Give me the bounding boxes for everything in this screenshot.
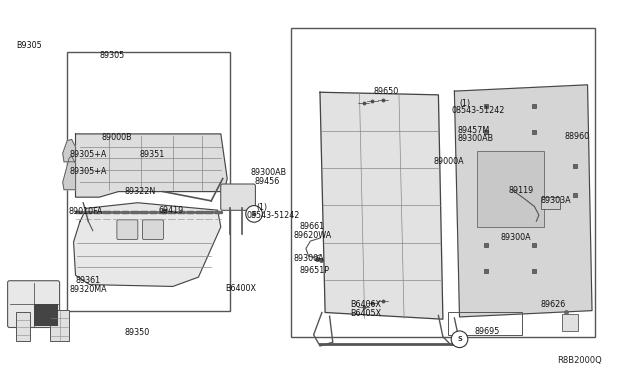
Bar: [541, 197, 560, 209]
FancyBboxPatch shape: [143, 220, 163, 240]
Text: 08543-51242: 08543-51242: [451, 106, 504, 115]
Text: 89305+A: 89305+A: [69, 150, 106, 159]
Bar: [50, 310, 69, 341]
Text: 89361: 89361: [76, 276, 100, 285]
Text: B6405X: B6405X: [350, 309, 381, 318]
Text: 89000B: 89000B: [101, 133, 132, 142]
Text: 08543-51242: 08543-51242: [246, 211, 300, 219]
Text: 89457M: 89457M: [458, 126, 490, 135]
Text: 89350: 89350: [125, 328, 150, 337]
Text: 89620WA: 89620WA: [293, 231, 332, 240]
Text: (1): (1): [256, 203, 267, 212]
Text: B6400X: B6400X: [225, 284, 256, 293]
Text: 89303A: 89303A: [541, 196, 572, 205]
Text: 89456: 89456: [255, 177, 280, 186]
FancyBboxPatch shape: [117, 220, 138, 240]
Text: 89661: 89661: [300, 222, 324, 231]
Polygon shape: [320, 92, 443, 319]
Polygon shape: [74, 203, 221, 286]
Text: B9305: B9305: [16, 41, 42, 50]
Polygon shape: [63, 140, 76, 162]
Text: 89626: 89626: [541, 300, 566, 309]
Text: 89320MA: 89320MA: [69, 285, 107, 294]
Text: 89300A: 89300A: [293, 254, 324, 263]
Text: S: S: [252, 211, 257, 217]
Text: 89651P: 89651P: [300, 266, 330, 275]
Bar: [562, 314, 578, 331]
Circle shape: [246, 206, 262, 222]
Text: (1): (1): [460, 99, 470, 108]
FancyBboxPatch shape: [8, 281, 60, 327]
Text: 89300AB: 89300AB: [251, 169, 287, 177]
Text: 89351: 89351: [140, 150, 164, 159]
Bar: [67, 52, 230, 311]
Text: 89322N: 89322N: [125, 187, 156, 196]
Text: 89300AB: 89300AB: [458, 134, 493, 143]
Text: 69419: 69419: [159, 206, 184, 215]
Text: 89010FA: 89010FA: [68, 207, 103, 216]
Polygon shape: [63, 156, 76, 190]
Text: 89119: 89119: [509, 186, 534, 195]
Text: 89305+A: 89305+A: [69, 167, 106, 176]
Text: R8B2000Q: R8B2000Q: [557, 356, 602, 365]
Text: 89695: 89695: [475, 327, 500, 336]
Text: 89305: 89305: [99, 51, 124, 60]
Text: 89650: 89650: [373, 87, 398, 96]
Text: 89000A: 89000A: [434, 157, 465, 166]
Bar: [448, 312, 522, 335]
Bar: [34, 304, 58, 326]
Text: 89300A: 89300A: [500, 233, 531, 242]
Text: 88960: 88960: [564, 132, 589, 141]
Text: B6406X: B6406X: [350, 300, 381, 309]
Polygon shape: [76, 134, 227, 197]
Bar: [16, 312, 30, 341]
Text: S: S: [457, 336, 462, 342]
Bar: [291, 28, 595, 337]
Polygon shape: [454, 85, 592, 317]
FancyBboxPatch shape: [221, 184, 255, 210]
Bar: [477, 151, 544, 227]
Circle shape: [451, 331, 468, 347]
